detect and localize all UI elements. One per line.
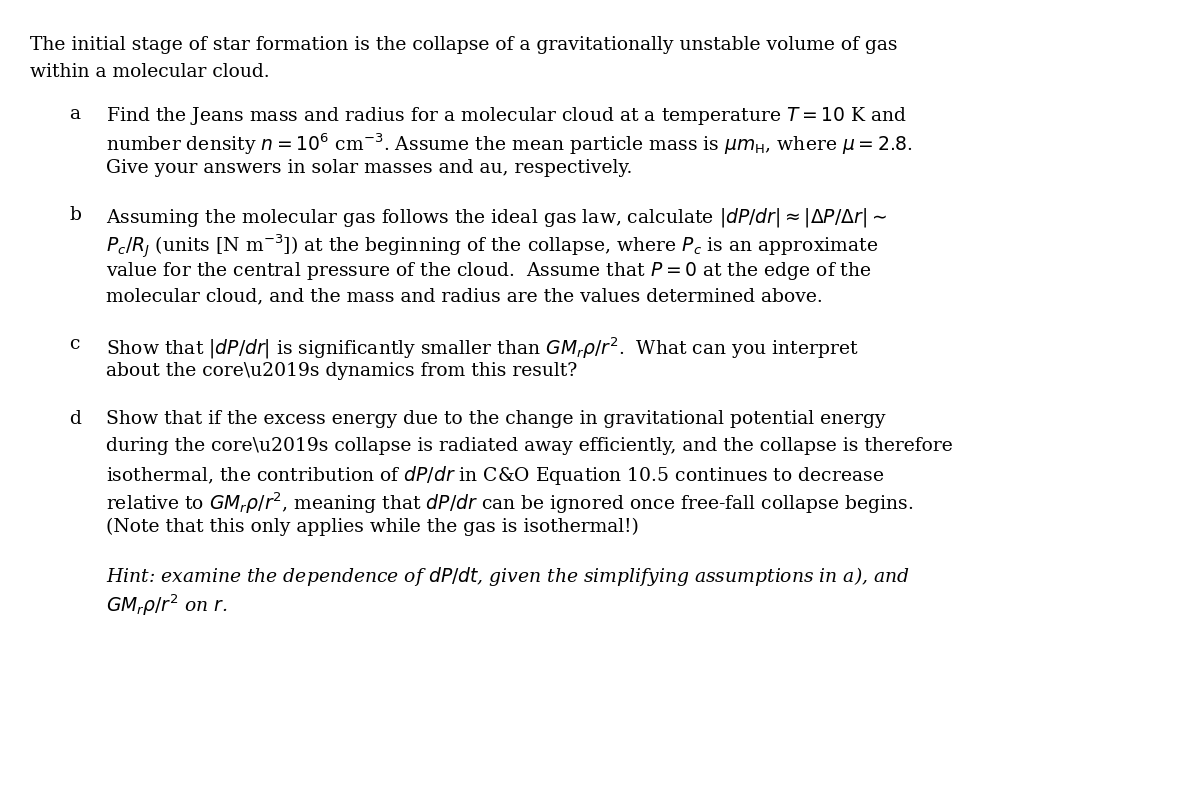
- Text: about the core\u2019s dynamics from this result?: about the core\u2019s dynamics from this…: [106, 362, 577, 380]
- Text: Show that if the excess energy due to the change in gravitational potential ener: Show that if the excess energy due to th…: [106, 410, 886, 428]
- Text: d: d: [70, 410, 82, 428]
- Text: value for the central pressure of the cloud.  Assume that $P = 0$ at the edge of: value for the central pressure of the cl…: [106, 260, 871, 283]
- Text: $GM_r\rho/r^2$ on $r$.: $GM_r\rho/r^2$ on $r$.: [106, 592, 227, 618]
- Text: Hint: examine the dependence of $dP/dt$, given the simplifying assumptions in a): Hint: examine the dependence of $dP/dt$,…: [106, 565, 910, 588]
- Text: Show that $|dP/dr|$ is significantly smaller than $GM_r\rho/r^2$.  What can you : Show that $|dP/dr|$ is significantly sma…: [106, 335, 858, 360]
- Text: molecular cloud, and the mass and radius are the values determined above.: molecular cloud, and the mass and radius…: [106, 287, 822, 306]
- Text: Give your answers in solar masses and au, respectively.: Give your answers in solar masses and au…: [106, 159, 632, 177]
- Text: c: c: [70, 335, 80, 353]
- Text: Assuming the molecular gas follows the ideal gas law, calculate $|dP/dr| \approx: Assuming the molecular gas follows the i…: [106, 206, 887, 229]
- Text: relative to $GM_r\rho/r^2$, meaning that $dP/dr$ can be ignored once free-fall c: relative to $GM_r\rho/r^2$, meaning that…: [106, 491, 913, 516]
- Text: number density $n = 10^6$ cm$^{-3}$. Assume the mean particle mass is $\mu m_\ma: number density $n = 10^6$ cm$^{-3}$. Ass…: [106, 132, 912, 157]
- Text: within a molecular cloud.: within a molecular cloud.: [30, 63, 270, 81]
- Text: $P_c/R_J$ (units [N m$^{-3}$]) at the beginning of the collapse, where $P_c$ is : $P_c/R_J$ (units [N m$^{-3}$]) at the be…: [106, 233, 878, 261]
- Text: during the core\u2019s collapse is radiated away efficiently, and the collapse i: during the core\u2019s collapse is radia…: [106, 437, 953, 455]
- Text: a: a: [70, 105, 80, 123]
- Text: The initial stage of star formation is the collapse of a gravitationally unstabl: The initial stage of star formation is t…: [30, 36, 898, 54]
- Text: (Note that this only applies while the gas is isothermal!): (Note that this only applies while the g…: [106, 518, 638, 536]
- Text: Find the Jeans mass and radius for a molecular cloud at a temperature $T = 10$ K: Find the Jeans mass and radius for a mol…: [106, 105, 907, 127]
- Text: isothermal, the contribution of $dP/dr$ in C&O Equation 10.5 continues to decrea: isothermal, the contribution of $dP/dr$ …: [106, 464, 883, 487]
- Text: b: b: [70, 206, 82, 225]
